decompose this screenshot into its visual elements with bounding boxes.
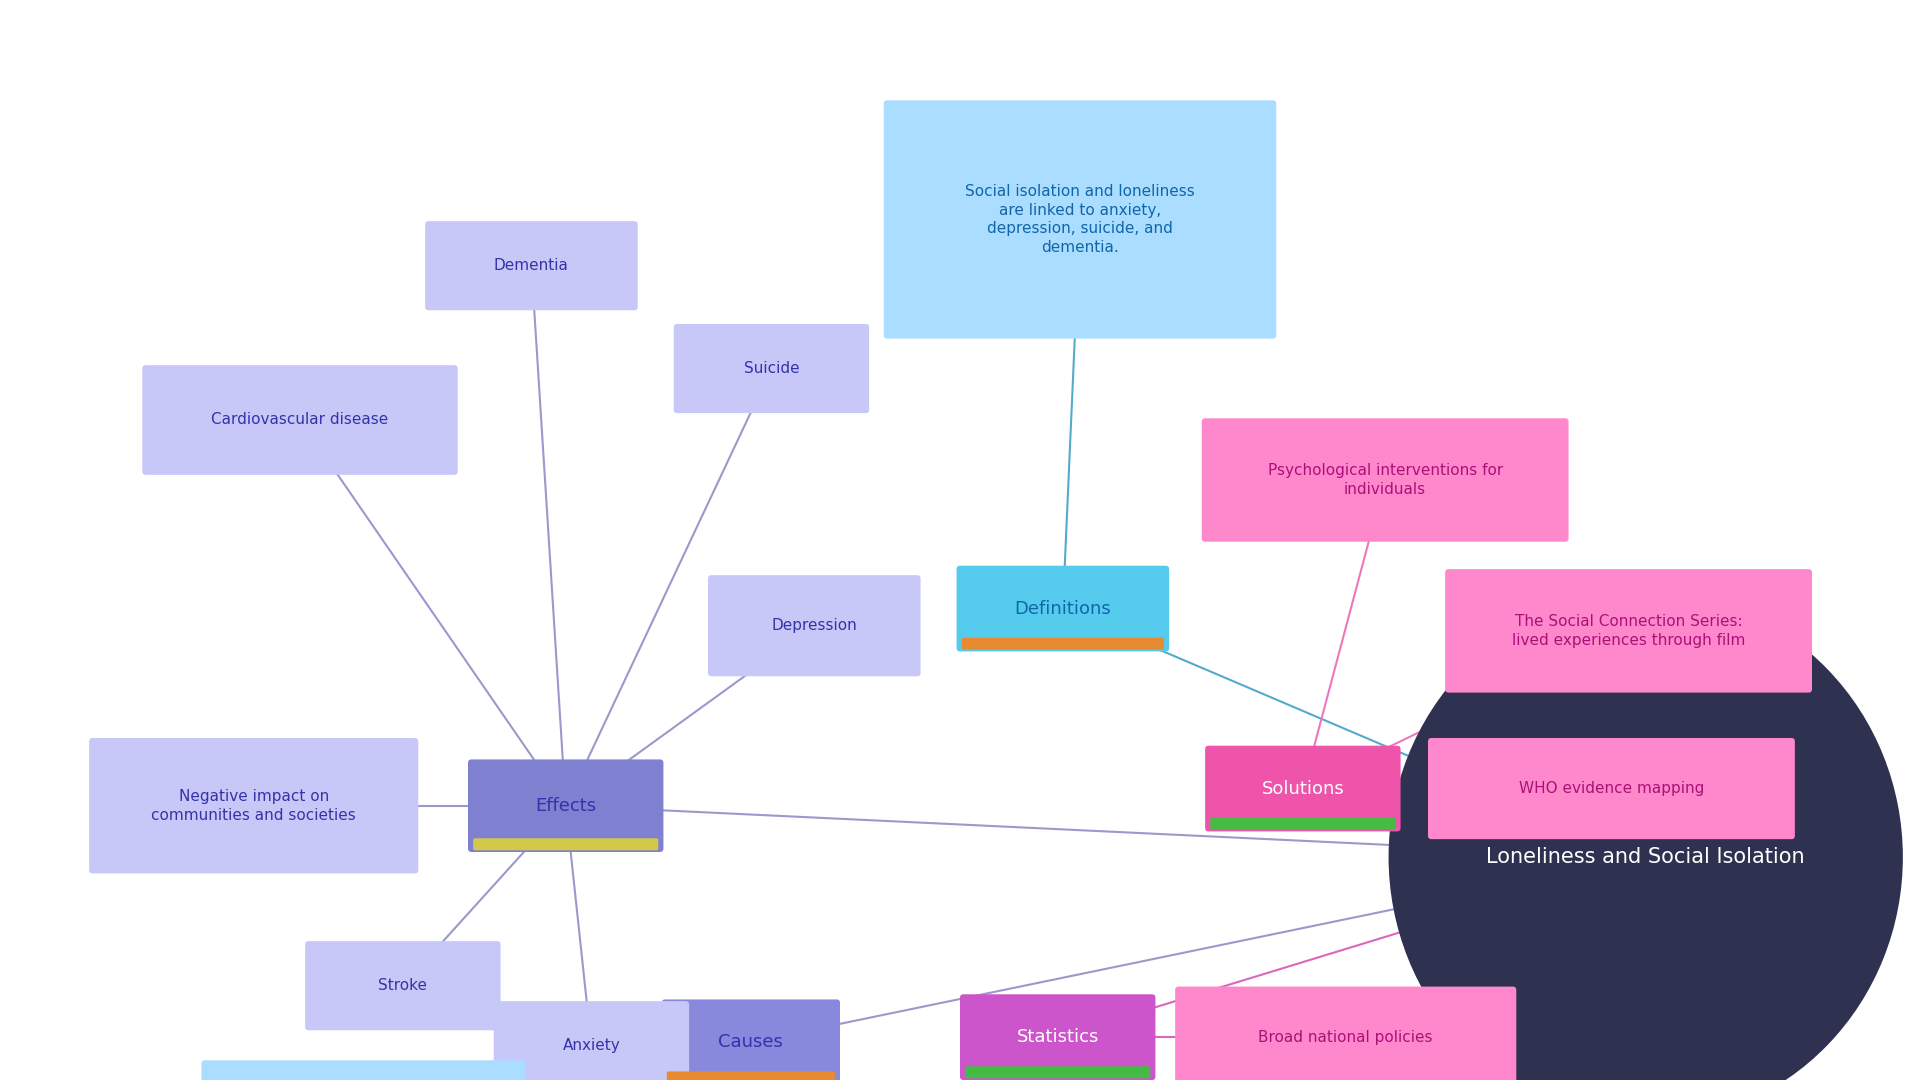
Text: WHO evidence mapping: WHO evidence mapping (1519, 781, 1705, 796)
Text: Anxiety: Anxiety (563, 1038, 620, 1053)
Text: Effects: Effects (536, 797, 597, 814)
FancyBboxPatch shape (493, 1001, 689, 1080)
FancyBboxPatch shape (666, 1071, 835, 1080)
FancyBboxPatch shape (674, 324, 870, 414)
FancyBboxPatch shape (960, 995, 1156, 1080)
FancyBboxPatch shape (424, 221, 637, 310)
FancyBboxPatch shape (202, 1061, 526, 1080)
FancyBboxPatch shape (962, 637, 1164, 650)
Text: Depression: Depression (772, 618, 856, 633)
FancyBboxPatch shape (966, 1066, 1150, 1078)
FancyBboxPatch shape (1202, 418, 1569, 542)
Text: Cardiovascular disease: Cardiovascular disease (211, 413, 388, 428)
Text: Statistics: Statistics (1016, 1028, 1098, 1047)
FancyBboxPatch shape (956, 566, 1169, 651)
Text: Dementia: Dementia (493, 258, 568, 273)
Text: Solutions: Solutions (1261, 780, 1344, 797)
Text: The Social Connection Series:
lived experiences through film: The Social Connection Series: lived expe… (1511, 615, 1745, 648)
Ellipse shape (1388, 592, 1903, 1080)
FancyBboxPatch shape (88, 738, 419, 874)
Text: Broad national policies: Broad national policies (1258, 1029, 1432, 1044)
FancyBboxPatch shape (142, 365, 457, 475)
FancyBboxPatch shape (1428, 738, 1795, 839)
Text: Stroke: Stroke (378, 978, 428, 994)
FancyBboxPatch shape (472, 838, 659, 850)
FancyBboxPatch shape (305, 941, 501, 1030)
FancyBboxPatch shape (1446, 569, 1812, 692)
Text: Social isolation and loneliness
are linked to anxiety,
depression, suicide, and
: Social isolation and loneliness are link… (966, 184, 1194, 255)
Text: Psychological interventions for
individuals: Psychological interventions for individu… (1267, 463, 1503, 497)
Text: Negative impact on
communities and societies: Negative impact on communities and socie… (152, 788, 355, 823)
Text: Loneliness and Social Isolation: Loneliness and Social Isolation (1486, 847, 1805, 867)
FancyBboxPatch shape (468, 759, 664, 852)
FancyBboxPatch shape (1206, 745, 1400, 832)
FancyBboxPatch shape (883, 100, 1277, 338)
Text: Suicide: Suicide (743, 361, 799, 376)
FancyBboxPatch shape (1175, 986, 1517, 1080)
FancyBboxPatch shape (1210, 818, 1396, 829)
Text: Causes: Causes (718, 1034, 783, 1051)
FancyBboxPatch shape (708, 576, 920, 676)
FancyBboxPatch shape (662, 999, 841, 1080)
Text: Definitions: Definitions (1014, 599, 1112, 618)
